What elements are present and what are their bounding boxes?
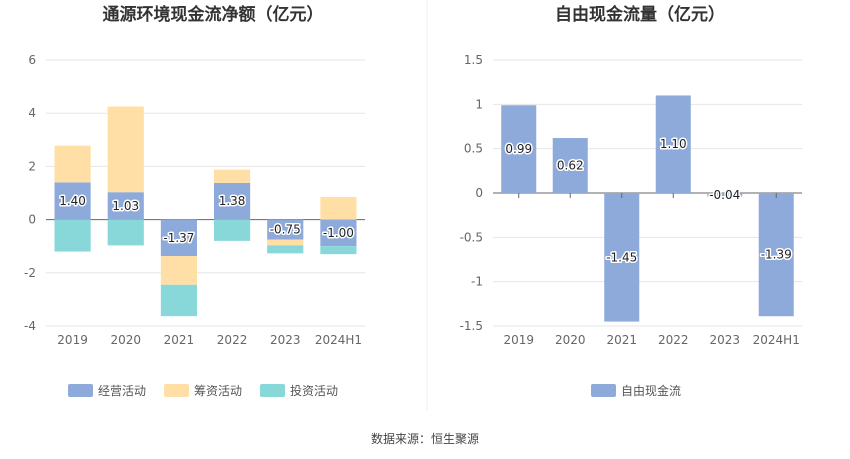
bar: [320, 196, 357, 220]
y-tick-label: -0.5: [460, 230, 483, 244]
chart2-title: 自由现金流量（亿元）: [555, 4, 725, 25]
data-label: 1.40: [59, 194, 86, 208]
bar: [604, 193, 640, 322]
bar: [214, 169, 251, 183]
x-tick-label: 2021: [606, 333, 637, 347]
source-note: 数据来源：恒生聚源: [371, 431, 479, 446]
legend-swatch: [164, 384, 189, 397]
y-tick-label: -1.5: [460, 319, 483, 333]
y-tick-label: -2: [24, 266, 36, 280]
y-tick-label: 0: [475, 186, 483, 200]
data-label: -1.39: [761, 248, 792, 262]
y-tick-label: 2: [28, 159, 36, 173]
bar: [655, 95, 691, 193]
data-label: -1.00: [323, 226, 354, 240]
x-tick-label: 2022: [217, 333, 248, 347]
x-tick-label: 2020: [555, 333, 586, 347]
legend-label: 经营活动: [98, 384, 146, 398]
bar: [54, 219, 91, 252]
bar: [552, 138, 588, 193]
bar: [54, 145, 91, 183]
data-label: 0.99: [505, 142, 532, 156]
y-tick-label: 0: [28, 213, 36, 227]
y-tick-label: -4: [24, 319, 36, 333]
x-tick-label: 2024H1: [753, 333, 800, 347]
bar: [160, 219, 197, 257]
legend-swatch: [591, 384, 616, 397]
bar: [107, 192, 144, 220]
data-label: 1.38: [219, 194, 246, 208]
x-tick-label: 2023: [709, 333, 740, 347]
legend-swatch: [260, 384, 285, 397]
x-tick-label: 2019: [503, 333, 534, 347]
data-label: 1.10: [660, 137, 687, 151]
bar: [758, 193, 794, 317]
x-tick-label: 2024H1: [315, 333, 362, 347]
y-tick-label: 4: [28, 106, 36, 120]
legend-label: 筹资活动: [194, 384, 242, 398]
y-tick-label: -1: [471, 275, 483, 289]
bar: [320, 219, 357, 247]
x-tick-label: 2020: [110, 333, 141, 347]
bar: [501, 105, 537, 193]
legend-swatch: [68, 384, 93, 397]
data-label: 0.62: [557, 159, 584, 173]
bar: [267, 219, 304, 240]
y-tick-label: 1: [475, 97, 483, 111]
bar: [160, 284, 197, 317]
bar: [214, 219, 251, 241]
bar: [107, 219, 144, 246]
bar: [267, 239, 304, 246]
data-label: -0.75: [270, 223, 301, 237]
x-tick-label: 2022: [658, 333, 689, 347]
data-label: -0.04: [709, 188, 740, 202]
bar: [54, 182, 91, 220]
legend-label: 自由现金流: [621, 383, 681, 398]
y-tick-label: 1.5: [464, 53, 483, 67]
x-tick-label: 2019: [57, 333, 88, 347]
bar: [160, 256, 197, 285]
cashflow-chart: 6 4 2 0 -2 -4 2019 2020 2021 2022 2023 2024H1 1.40 1.…: [24, 53, 365, 398]
bar: [107, 106, 144, 193]
chart1-title: 通源环境现金流净额（亿元）: [103, 4, 324, 25]
bar: [320, 246, 357, 255]
legend-label: 投资活动: [290, 383, 338, 398]
y-tick-label: 6: [28, 53, 36, 67]
free-cashflow-chart: 1.5 1 0.5 0 -0.5 -1 -1.5 2019 2020 2021 2022 2023 20…: [460, 53, 802, 398]
bar: [214, 182, 251, 220]
x-tick-label: 2023: [270, 333, 301, 347]
y-tick-label: 0.5: [464, 142, 483, 156]
bar: [267, 245, 304, 254]
x-tick-label: 2021: [164, 333, 195, 347]
data-label: -1.37: [163, 231, 194, 245]
data-label: 1.03: [112, 199, 139, 213]
data-label: -1.45: [606, 250, 637, 264]
